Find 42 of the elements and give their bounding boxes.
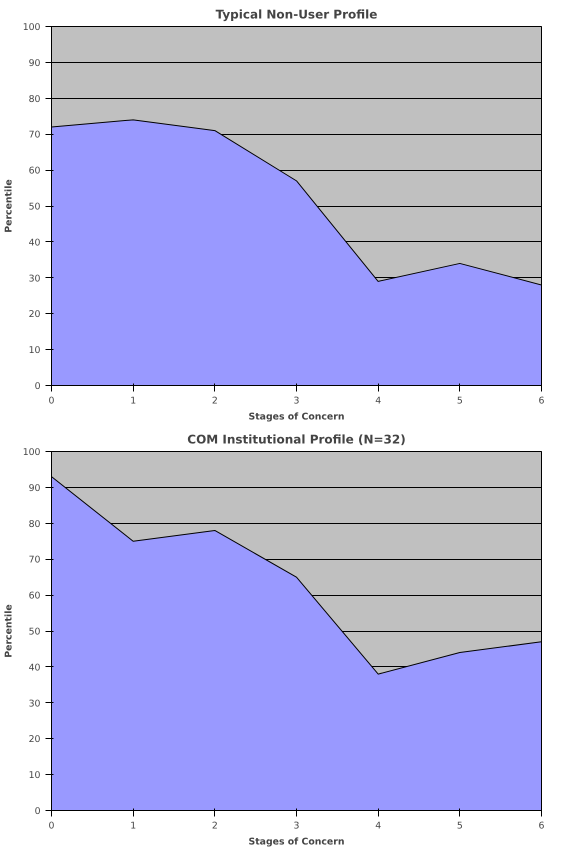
x-tick-label: 2: [212, 820, 218, 832]
x-tick-label: 5: [456, 820, 463, 832]
x-tick-label: 0: [48, 820, 55, 832]
y-tick-label: 20: [28, 309, 41, 320]
y-tick-label: 80: [28, 518, 41, 530]
x-tick-label: 1: [130, 820, 136, 832]
y-tick-label: 30: [28, 273, 41, 284]
y-tick-label: 80: [28, 94, 41, 105]
chart-title: COM Institutional Profile (N=32): [187, 432, 406, 446]
y-tick-label: 40: [28, 662, 41, 674]
x-tick-label: 1: [130, 396, 136, 406]
y-tick-label: 70: [28, 554, 41, 566]
y-tick-label: 50: [28, 626, 41, 638]
x-tick-label: 6: [538, 820, 545, 832]
x-axis-title: Stages of Concern: [248, 836, 344, 848]
y-tick-label: 50: [28, 202, 41, 212]
y-tick-label: 60: [28, 590, 41, 602]
y-tick-label: 60: [28, 166, 41, 177]
x-tick-label: 0: [48, 396, 55, 406]
y-tick-label: 10: [28, 345, 41, 356]
y-tick-label: 100: [22, 447, 41, 458]
y-tick-label: 90: [28, 58, 41, 69]
y-tick-label: 90: [28, 482, 41, 494]
y-tick-label: 30: [28, 698, 41, 710]
x-axis-title: Stages of Concern: [248, 412, 344, 422]
x-tick-label: 3: [294, 820, 300, 832]
y-tick-label: 20: [28, 734, 41, 746]
x-tick-label: 4: [375, 820, 382, 832]
y-tick-label: 40: [28, 237, 41, 248]
x-tick-label: 3: [294, 396, 300, 406]
chart-title: Typical Non-User Profile: [216, 8, 378, 22]
x-tick-label: 2: [212, 396, 218, 406]
x-tick-label: 5: [456, 396, 463, 406]
y-tick-label: 0: [34, 381, 41, 392]
x-tick-label: 6: [538, 396, 545, 406]
y-axis-title: Percentile: [4, 604, 15, 658]
y-tick-label: 10: [28, 770, 41, 782]
y-axis-title: Percentile: [4, 179, 15, 233]
y-tick-label: 100: [22, 22, 41, 33]
y-tick-label: 0: [34, 806, 41, 817]
x-tick-label: 4: [375, 396, 382, 406]
y-tick-label: 70: [28, 130, 41, 141]
